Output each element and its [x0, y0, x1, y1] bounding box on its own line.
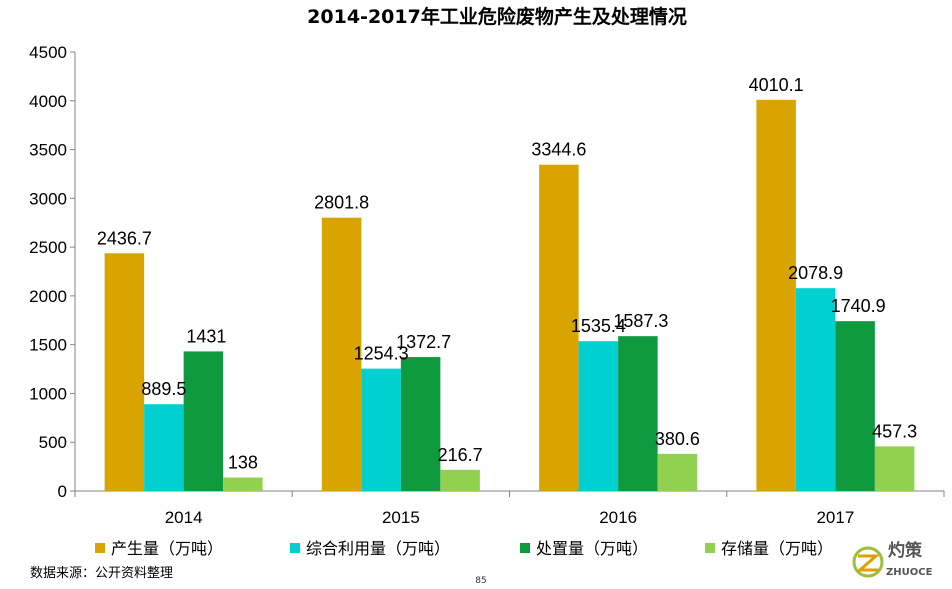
legend-label: 处置量（万吨） [536, 539, 648, 558]
watermark-logo: 灼策 ZHUOCE [852, 540, 933, 578]
bar [361, 368, 401, 491]
legend-swatch [705, 543, 715, 553]
bar [874, 446, 915, 491]
data-label: 1740.9 [831, 296, 886, 316]
bar [795, 288, 836, 491]
page-number: 85 [475, 576, 486, 586]
y-tick-label: 0 [58, 482, 67, 501]
y-tick-label: 2000 [29, 287, 67, 306]
y-tick-label: 4000 [29, 92, 67, 111]
bars [104, 99, 915, 492]
bar [104, 253, 145, 491]
y-tick-label: 3500 [29, 141, 67, 160]
data-label: 216.7 [438, 445, 483, 465]
bar [578, 341, 619, 491]
x-tick-label: 2015 [382, 508, 420, 527]
bar [400, 357, 441, 491]
legend-label: 产生量（万吨） [111, 539, 223, 558]
y-tick-label: 1500 [29, 336, 67, 355]
bar [618, 336, 658, 491]
watermark-ring-icon [852, 546, 884, 578]
x-tick-label: 2016 [599, 508, 637, 527]
y-axis: 0 500 1000 1500 2000 2500 3000 3500 4000 4500 [29, 43, 76, 501]
legend: 产生量（万吨） 综合利用量（万吨） 处置量（万吨） 存储量（万吨） [95, 539, 833, 558]
bar [440, 469, 480, 491]
data-label: 457.3 [872, 421, 917, 441]
data-label: 1587.3 [613, 311, 668, 331]
source-note: 数据来源：公开资料整理 [30, 566, 173, 581]
bar [835, 321, 875, 491]
y-tick-label: 3000 [29, 189, 67, 208]
bar [183, 351, 224, 491]
y-tick-label: 4500 [29, 43, 67, 62]
watermark-z-icon [856, 554, 880, 572]
chart-title: 2014-2017年工业危险废物产生及处理情况 [307, 5, 687, 28]
bar [539, 164, 579, 491]
y-tick-label: 1000 [29, 384, 67, 403]
legend-swatch [290, 543, 300, 553]
data-label: 2801.8 [314, 193, 369, 213]
legend-swatch [95, 543, 105, 553]
bar [144, 404, 184, 491]
y-tick-label: 2500 [29, 238, 67, 257]
data-label: 1431 [186, 326, 226, 346]
bar [321, 217, 362, 492]
bar [756, 99, 796, 491]
x-axis: 2014 2015 2016 2017 [74, 490, 945, 527]
data-label: 138 [228, 453, 258, 473]
data-label: 3344.6 [531, 140, 586, 160]
data-label: 1254.3 [354, 344, 409, 364]
data-label: 4010.1 [749, 75, 804, 95]
data-label: 1535.4 [571, 316, 626, 336]
legend-swatch [520, 543, 530, 553]
x-tick-label: 2017 [816, 508, 854, 527]
watermark-text-cn: 灼策 [888, 540, 923, 561]
data-label: 380.6 [655, 429, 700, 449]
x-tick-label: 2014 [165, 508, 203, 527]
data-label: 2078.9 [788, 263, 843, 283]
legend-label: 存储量（万吨） [721, 539, 833, 558]
watermark-text-en: ZHUOCE [886, 567, 933, 578]
y-tick-label: 500 [39, 433, 67, 452]
data-label: 1372.7 [396, 332, 451, 352]
legend-label: 综合利用量（万吨） [306, 539, 450, 558]
bar [223, 477, 263, 491]
data-label: 2436.7 [97, 228, 152, 248]
bar [657, 453, 698, 491]
data-label: 889.5 [141, 379, 186, 399]
